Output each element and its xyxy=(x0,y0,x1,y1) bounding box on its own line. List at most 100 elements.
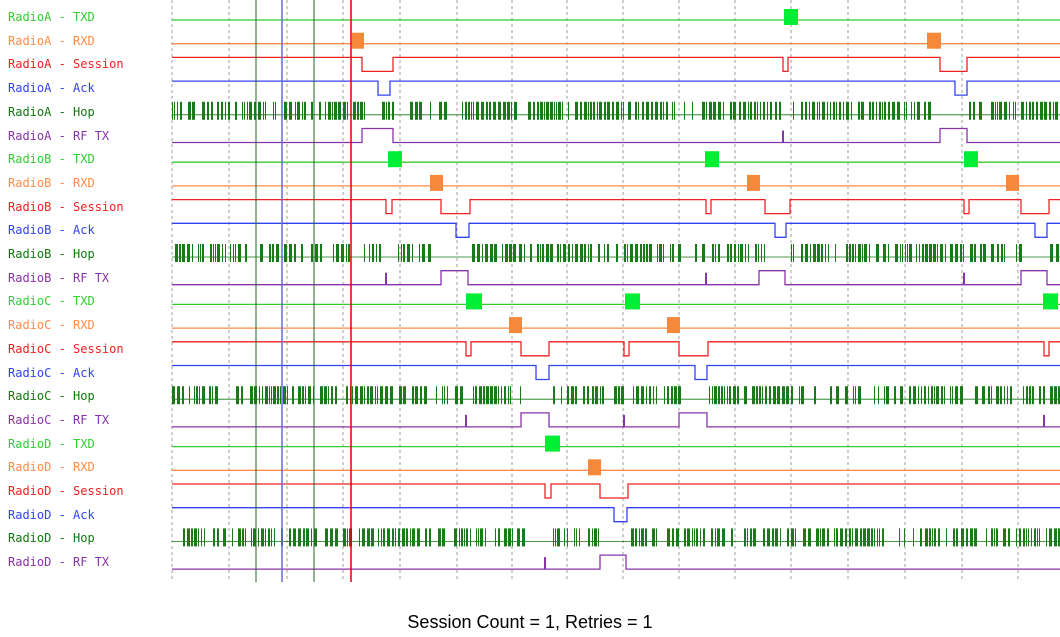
hop-tick xyxy=(376,244,377,262)
hop-tick xyxy=(1013,101,1014,120)
hop-tick xyxy=(963,244,964,262)
hop-tick xyxy=(298,528,301,547)
hop-tick xyxy=(604,244,605,262)
hop-tick xyxy=(791,244,792,262)
hop-tick xyxy=(877,528,878,547)
hop-tick xyxy=(471,101,472,120)
hop-tick xyxy=(929,528,931,547)
hop-tick xyxy=(204,528,205,547)
hop-tick xyxy=(855,244,856,262)
hop-tick xyxy=(913,528,914,547)
hop-tick xyxy=(537,244,539,262)
hop-tick xyxy=(900,386,903,405)
hop-tick xyxy=(904,528,905,547)
hop-tick xyxy=(765,386,767,405)
hop-tick xyxy=(727,386,728,405)
hop-tick xyxy=(320,386,323,405)
hop-tick xyxy=(595,386,598,405)
hop-tick xyxy=(272,244,274,262)
hop-tick xyxy=(242,528,244,547)
hop-tick xyxy=(498,528,500,547)
hop-tick xyxy=(509,244,512,262)
txd-pulse xyxy=(1043,293,1058,310)
hop-tick xyxy=(941,386,943,405)
hop-tick xyxy=(672,244,674,262)
hop-tick xyxy=(1054,528,1057,547)
hop-tick xyxy=(649,244,652,262)
hop-tick xyxy=(175,244,178,262)
hop-tick xyxy=(1037,528,1038,547)
hop-tick xyxy=(554,101,555,120)
hop-tick xyxy=(580,244,583,262)
hop-tick xyxy=(975,386,978,405)
hop-tick xyxy=(816,528,819,547)
hop-tick xyxy=(579,528,580,547)
hop-tick xyxy=(584,244,586,262)
hop-tick xyxy=(754,101,756,120)
hop-tick xyxy=(1053,101,1054,120)
hop-tick xyxy=(370,386,373,405)
hop-tick xyxy=(928,101,931,120)
ack-trace xyxy=(172,222,1060,238)
hop-tick xyxy=(1015,101,1016,120)
hop-tick xyxy=(592,386,594,405)
hop-tick xyxy=(813,244,816,262)
hop-tick xyxy=(568,101,569,120)
hop-tick xyxy=(311,528,312,547)
hop-tick xyxy=(265,386,268,405)
hop-tick xyxy=(607,101,610,120)
hop-tick xyxy=(320,244,322,262)
hop-tick xyxy=(580,101,582,120)
hop-tick xyxy=(183,528,185,547)
hop-tick xyxy=(335,528,338,547)
hop-tick xyxy=(346,386,348,405)
hop-tick xyxy=(557,244,559,262)
signal-label: RadioC - Ack xyxy=(8,365,95,380)
hop-tick xyxy=(331,386,333,405)
hop-tick xyxy=(1049,101,1051,120)
hop-tick xyxy=(795,528,796,547)
hop-tick xyxy=(760,101,761,120)
hop-tick xyxy=(696,528,698,547)
hop-tick xyxy=(861,101,864,120)
hop-tick xyxy=(694,528,695,547)
hop-tick xyxy=(522,528,525,547)
hop-tick xyxy=(571,386,574,405)
rf-tx-trace xyxy=(172,412,1060,428)
hop-tick xyxy=(974,244,976,262)
hop-tick xyxy=(924,101,926,120)
hop-tick xyxy=(752,386,755,405)
hop-tick xyxy=(271,528,272,547)
signal-label: RadioB - Ack xyxy=(8,223,95,238)
hop-tick xyxy=(944,386,945,405)
hop-tick xyxy=(572,244,573,262)
hop-tick xyxy=(172,101,173,120)
hop-tick xyxy=(274,528,275,547)
hop-tick xyxy=(672,101,673,120)
hop-tick xyxy=(1032,386,1034,405)
hop-tick xyxy=(524,244,525,262)
hop-tick xyxy=(464,528,465,547)
hop-tick xyxy=(553,386,555,405)
hop-tick xyxy=(786,386,789,405)
hop-tick xyxy=(888,244,889,262)
hop-tick xyxy=(640,244,642,262)
hop-tick xyxy=(602,386,604,405)
caption: Session Count = 1, Retries = 1 xyxy=(407,612,653,632)
hop-tick xyxy=(846,101,849,120)
hop-tick xyxy=(916,244,917,262)
hop-tick xyxy=(676,528,679,547)
hop-tick xyxy=(618,386,620,405)
hop-tick xyxy=(324,386,327,405)
hop-tick xyxy=(200,244,201,262)
hop-tick xyxy=(588,101,589,120)
hop-tick xyxy=(461,528,463,547)
hop-tick xyxy=(982,386,985,405)
hop-tick xyxy=(874,386,875,405)
hop-tick xyxy=(483,386,485,405)
hop-tick xyxy=(851,101,852,120)
hop-tick xyxy=(817,244,820,262)
hop-tick xyxy=(588,244,589,262)
hop-tick xyxy=(882,101,883,120)
hop-tick xyxy=(656,528,657,547)
